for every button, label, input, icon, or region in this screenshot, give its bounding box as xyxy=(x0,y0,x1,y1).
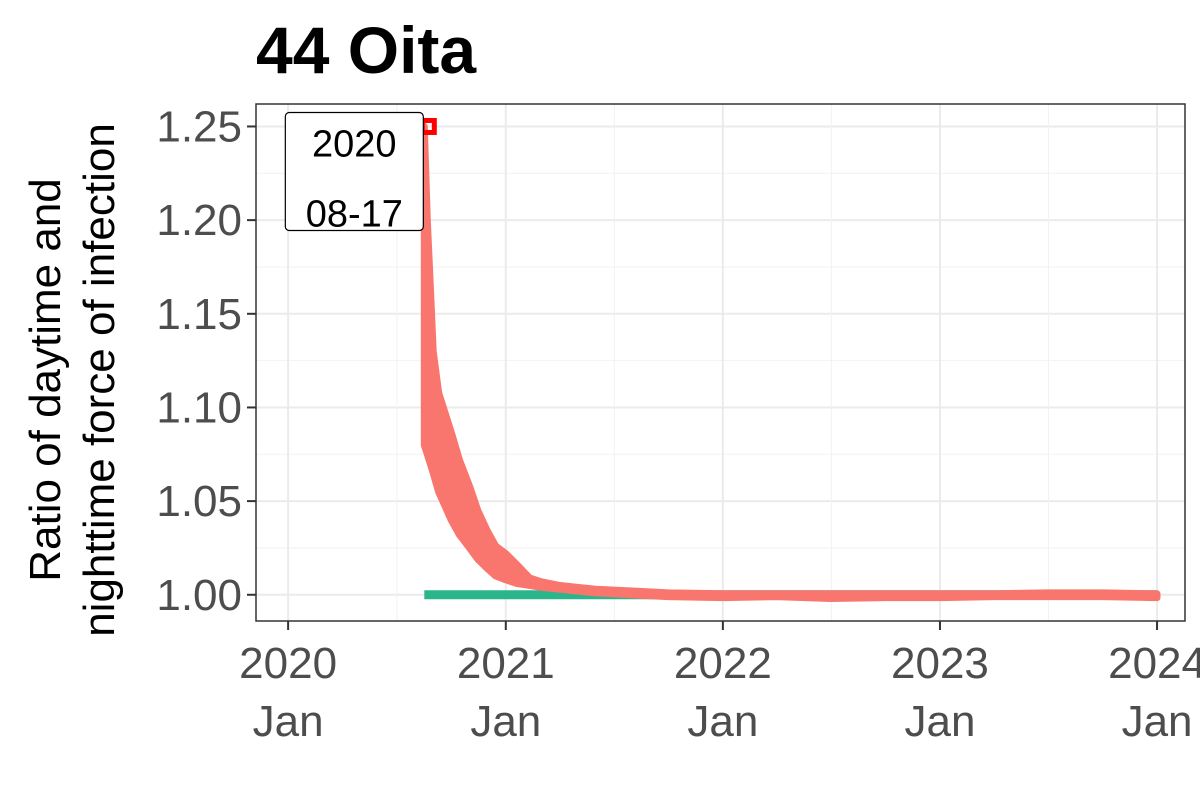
y-tick-label: 1.15 xyxy=(156,290,242,339)
axes: 1.00 1.05 1.10 1.15 1.20 1.25 2020 Jan 2021 Jan 20… xyxy=(156,102,1200,746)
x-tick-label-month: Jan xyxy=(470,697,541,746)
x-tick-label-year: 2021 xyxy=(457,639,555,688)
x-tick-label-month: Jan xyxy=(904,697,975,746)
annotation-0-label-1: 08-17 xyxy=(306,193,403,235)
x-tick-label-year: 2022 xyxy=(674,639,772,688)
y-tick-label: 1.05 xyxy=(156,477,242,526)
annotation-0-box xyxy=(284,111,424,232)
annotations: 2020 08-17 xyxy=(284,111,437,235)
x-tick-label-year: 2023 xyxy=(891,639,989,688)
plot-area xyxy=(420,123,1161,602)
grid xyxy=(256,104,1185,621)
series-0-band xyxy=(420,123,1161,602)
panel-border xyxy=(255,103,1186,622)
chart-title: 44 Oita xyxy=(256,13,477,87)
x-tick-label-month: Jan xyxy=(1122,697,1193,746)
y-axis-label: Ratio of daytime and nighttime force of … xyxy=(21,123,124,637)
y-tick-label: 1.25 xyxy=(156,102,242,151)
x-tick-label-month: Jan xyxy=(687,697,758,746)
x-tick-label-month: Jan xyxy=(253,697,324,746)
x-tick-label-year: 2024 xyxy=(1108,639,1200,688)
y-axis-label-line-1: Ratio of daytime and xyxy=(21,178,70,582)
y-axis-label-line-2: nighttime force of infection xyxy=(75,123,124,637)
y-tick-label: 1.20 xyxy=(156,196,242,245)
y-tick-label: 1.00 xyxy=(156,571,242,620)
annotation-0-label-0: 2020 xyxy=(312,123,397,165)
y-tick-label: 1.10 xyxy=(156,383,242,432)
x-tick-label-year: 2020 xyxy=(239,639,337,688)
